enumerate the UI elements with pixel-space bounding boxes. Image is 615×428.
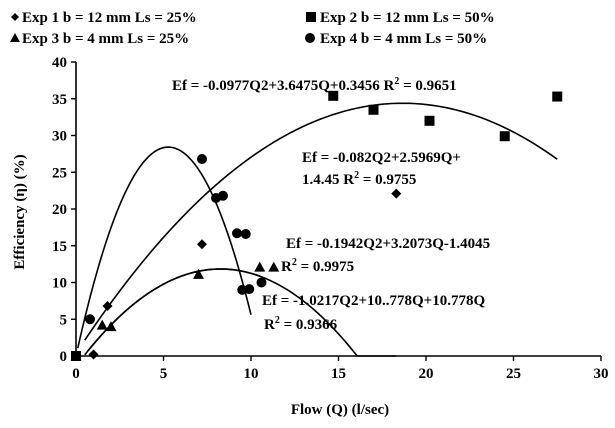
equation-exp1-line2-main: R xyxy=(281,259,292,275)
data-point-exp1 xyxy=(88,349,99,360)
data-point-exp3 xyxy=(96,319,108,330)
equation-exp1-r2: = 0.9975 xyxy=(297,259,354,275)
data-point-exp3 xyxy=(105,321,117,332)
fit-curve-exp1 xyxy=(84,268,397,357)
x-tick-label: 30 xyxy=(594,366,609,382)
y-axis-title: Efficiency (η) (%) xyxy=(12,154,28,269)
data-point-exp3 xyxy=(254,261,266,272)
equation-exp4-line2: 1.4.45 R2 = 0.9755 xyxy=(302,170,416,188)
data-point-exp2 xyxy=(328,90,339,101)
data-point-exp4 xyxy=(232,228,242,239)
equation-exp2-r2: = 0.9651 xyxy=(399,78,456,94)
x-tick-label: 10 xyxy=(244,366,259,382)
equation-exp4-r2: = 0.9755 xyxy=(359,172,416,188)
legend-item-exp2: Exp 2 b = 12 mm Ls = 50% xyxy=(306,10,495,26)
x-tick-label: 15 xyxy=(331,366,346,382)
data-point-exp3 xyxy=(268,261,280,272)
fit-curve-exp4 xyxy=(76,146,252,349)
equation-exp3-line2-main: R xyxy=(264,317,275,333)
equation-exp1-line2: R2 = 0.9975 xyxy=(281,257,354,275)
data-point-exp4 xyxy=(256,277,267,288)
legend-item-exp4: Exp 4 b = 4 mm Ls = 50% xyxy=(305,31,487,47)
legend-label-exp1: Exp 1 b = 12 mm Ls = 25% xyxy=(22,10,197,26)
data-point-exp4 xyxy=(218,190,228,201)
equation-exp1-line1: Ef = -0.1942Q2+3.2073Q-1.4045 xyxy=(286,236,490,252)
equation-exp2-sup: 2 xyxy=(394,76,399,87)
equation-exp2-main: Ef = -0.0977Q2+3.6475Q+0.3456 R xyxy=(172,78,394,94)
data-point-exp2 xyxy=(424,115,435,126)
y-tick-label: 10 xyxy=(52,276,67,292)
legend-marker-diamond xyxy=(11,13,19,21)
legend-label-exp4: Exp 4 b = 4 mm Ls = 50% xyxy=(320,31,487,47)
fit-curve-exp2 xyxy=(84,102,558,341)
data-point-exp1 xyxy=(391,188,402,199)
y-tick-label: 15 xyxy=(52,239,67,255)
data-point-exp4 xyxy=(85,314,95,325)
equation-exp2: Ef = -0.0977Q2+3.6475Q+0.3456 R2 = 0.965… xyxy=(172,76,457,94)
y-tick-label: 5 xyxy=(60,312,68,328)
equation-exp4-line1: Ef = -0.082Q2+2.5969Q+ xyxy=(302,150,461,166)
x-tick-label: 0 xyxy=(72,366,80,382)
y-tick-label: 25 xyxy=(52,165,67,181)
fit-curve-exp3 xyxy=(87,268,261,352)
equation-exp3-line1: Ef = -1.0217Q2+10..778Q+10.778Q xyxy=(262,293,485,309)
equation-exp4-line2-main: 1.4.45 R xyxy=(302,172,354,188)
legend-marker-triangle xyxy=(10,33,20,42)
fit-curves xyxy=(76,102,558,357)
y-tick-label: 40 xyxy=(52,55,67,71)
data-point-exp1 xyxy=(197,239,207,250)
x-tick-label: 5 xyxy=(160,366,168,382)
equation-exp3-r2: = 0.9366 xyxy=(280,317,338,333)
equation-exp3-line2: R2 = 0.9366 xyxy=(264,315,338,333)
data-point-exp4 xyxy=(240,228,251,239)
legend-item-exp1: Exp 1 b = 12 mm Ls = 25% xyxy=(11,10,197,26)
x-tick-label: 25 xyxy=(506,366,521,382)
y-tick-label: 35 xyxy=(52,92,67,108)
legend: Exp 1 b = 12 mm Ls = 25% Exp 2 b = 12 mm… xyxy=(10,10,495,47)
equation-exp4-sup: 2 xyxy=(354,170,359,181)
data-point-exp2 xyxy=(499,131,510,142)
data-point-exp4 xyxy=(244,284,255,295)
axis-ticks: 0 5 10 15 20 25 30 0 5 10 15 20 25 30 35 40 xyxy=(52,55,609,382)
legend-label-exp3: Exp 3 b = 4 mm Ls = 25% xyxy=(22,31,189,47)
axes xyxy=(75,62,601,357)
data-point-exp2 xyxy=(368,104,379,115)
legend-marker-circle xyxy=(305,33,315,43)
x-tick-label: 20 xyxy=(419,366,434,382)
equation-annotations: Ef = -0.0977Q2+3.6475Q+0.3456 R2 = 0.965… xyxy=(172,76,490,333)
data-point-exp3 xyxy=(193,268,204,279)
data-point-exp2 xyxy=(552,91,563,102)
equation-exp1-sup: 2 xyxy=(292,257,297,268)
x-axis-title: Flow (Q) (l/sec) xyxy=(291,402,389,418)
legend-item-exp3: Exp 3 b = 4 mm Ls = 25% xyxy=(10,31,189,47)
legend-marker-square xyxy=(306,12,316,22)
legend-label-exp2: Exp 2 b = 12 mm Ls = 50% xyxy=(320,10,495,26)
data-point-exp4 xyxy=(197,154,207,165)
y-tick-label: 30 xyxy=(52,129,67,145)
y-tick-label: 20 xyxy=(52,202,67,218)
y-tick-label: 0 xyxy=(60,349,68,365)
equation-exp3-sup: 2 xyxy=(275,315,280,326)
data-point-exp1 xyxy=(102,301,113,312)
